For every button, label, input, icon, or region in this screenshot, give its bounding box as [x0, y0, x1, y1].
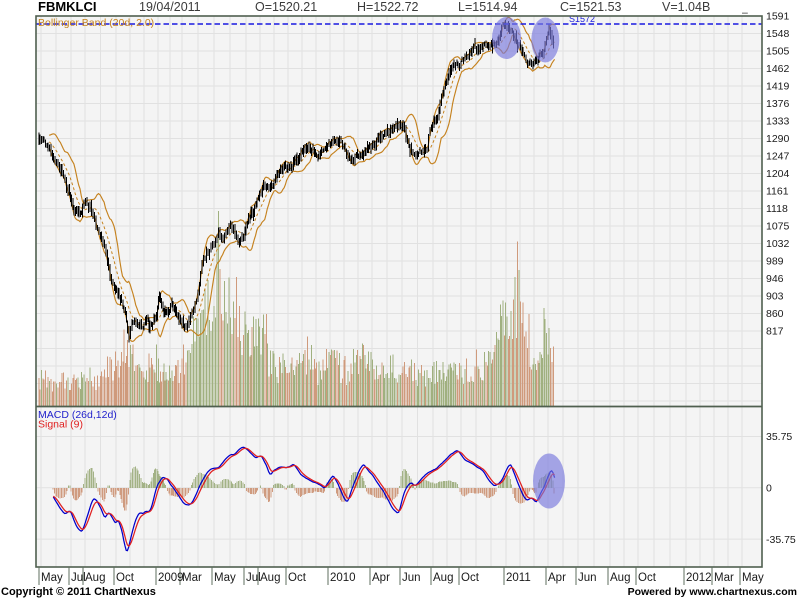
svg-text:Apr: Apr [372, 572, 390, 584]
svg-text:May: May [41, 572, 63, 584]
svg-text:1591: 1591 [766, 11, 790, 23]
svg-text:2011: 2011 [506, 572, 531, 584]
svg-text:1548: 1548 [766, 28, 790, 40]
svg-text:1505: 1505 [766, 46, 790, 58]
svg-text:2012: 2012 [686, 572, 712, 584]
svg-text:2010: 2010 [330, 572, 356, 584]
svg-text:O=1520.21: O=1520.21 [255, 0, 317, 14]
svg-text:860: 860 [766, 308, 784, 320]
svg-text:Mar: Mar [182, 572, 202, 584]
svg-text:FBMKLCI: FBMKLCI [38, 0, 97, 14]
svg-text:0: 0 [766, 483, 772, 495]
svg-text:MACD (26d,12d): MACD (26d,12d) [38, 409, 117, 421]
svg-text:1204: 1204 [766, 168, 790, 180]
svg-text:1290: 1290 [766, 133, 790, 145]
svg-text:May: May [742, 572, 764, 584]
svg-text:Aug: Aug [85, 572, 105, 584]
svg-text:1161: 1161 [766, 186, 789, 198]
svg-text:946: 946 [766, 273, 784, 285]
svg-text:Powered by www.chartnexus.com: Powered by www.chartnexus.com [628, 586, 797, 598]
svg-text:2009: 2009 [158, 572, 184, 584]
svg-text:Oct: Oct [461, 572, 480, 584]
svg-text:Apr: Apr [548, 572, 566, 584]
svg-text:C=1521.53: C=1521.53 [560, 0, 622, 14]
svg-text:Jun: Jun [402, 572, 421, 584]
svg-text:Signal (9): Signal (9) [38, 419, 83, 431]
svg-text:Aug: Aug [610, 572, 630, 584]
svg-text:35.75: 35.75 [766, 431, 792, 443]
svg-text:Jul: Jul [246, 572, 261, 584]
svg-text:Oct: Oct [288, 572, 307, 584]
svg-text:V=1.04B: V=1.04B [662, 0, 710, 14]
svg-text:817: 817 [766, 326, 784, 338]
svg-text:L=1514.94: L=1514.94 [458, 0, 517, 14]
svg-text:19/04/2011: 19/04/2011 [139, 0, 201, 14]
svg-text:1118: 1118 [766, 203, 788, 215]
svg-text:1376: 1376 [766, 98, 790, 110]
svg-text:Jun: Jun [578, 572, 597, 584]
svg-text:Copyright © 2011 ChartNexus: Copyright © 2011 ChartNexus [1, 586, 156, 598]
svg-text:May: May [214, 572, 236, 584]
svg-text:Bollinger Band (20d, 2.0): Bollinger Band (20d, 2.0) [38, 17, 154, 29]
svg-text:1462: 1462 [766, 63, 790, 75]
svg-text:-35.75: -35.75 [766, 534, 796, 546]
svg-text:Aug: Aug [260, 572, 280, 584]
svg-text:903: 903 [766, 291, 784, 303]
svg-text:Oct: Oct [116, 572, 135, 584]
svg-text:989: 989 [766, 256, 784, 268]
svg-text:Jul: Jul [71, 572, 86, 584]
svg-text:S1572: S1572 [569, 14, 595, 24]
svg-text:Oct: Oct [638, 572, 657, 584]
svg-text:1419: 1419 [766, 81, 790, 93]
svg-text:1075: 1075 [766, 221, 790, 233]
svg-text:Aug: Aug [433, 572, 453, 584]
svg-text:1247: 1247 [766, 151, 790, 163]
svg-text:1032: 1032 [766, 238, 790, 250]
svg-text:H=1522.72: H=1522.72 [357, 0, 419, 14]
svg-text:Mar: Mar [714, 572, 734, 584]
svg-text:1333: 1333 [766, 116, 790, 128]
